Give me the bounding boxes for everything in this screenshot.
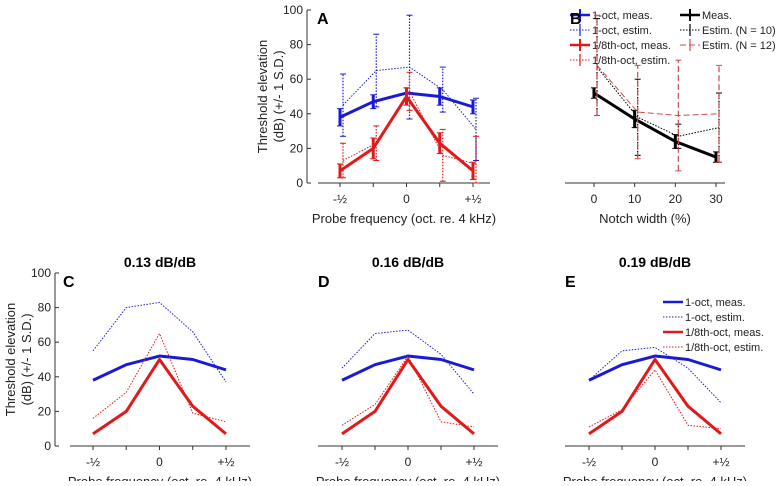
x-axis-label: Notch width (%) [599, 211, 691, 226]
series-3 [92, 333, 227, 423]
series-1 [588, 346, 722, 404]
y-tick-label: 20 [290, 141, 304, 155]
series-2 [92, 358, 227, 436]
series-line [588, 369, 722, 430]
series-line [92, 358, 227, 436]
y-tick-label: 60 [290, 72, 304, 86]
series-line [92, 354, 227, 382]
y-tick-label: 100 [283, 3, 303, 17]
series-3 [340, 71, 479, 184]
series-line [588, 354, 722, 382]
series-2 [588, 358, 722, 436]
x-tick-label: 10 [628, 192, 642, 206]
y-tick-label: 80 [38, 301, 52, 315]
legend-entry: Meas. [702, 10, 732, 22]
x-tick-label: -½ [335, 455, 349, 469]
x-tick-label: -½ [582, 455, 596, 469]
panel-title: 0.19 dB/dB [619, 254, 691, 270]
series-line [596, 66, 720, 137]
legend: 1-oct, meas. 1-oct, estim. 1/8th-oct, meas… [570, 9, 671, 67]
series-line [341, 329, 475, 395]
series-line [92, 301, 227, 383]
x-tick-label: 0 [405, 455, 412, 469]
panel-label: A [317, 11, 329, 28]
y-axis-label: Threshold elevation [3, 303, 18, 416]
panel-label: B [570, 11, 582, 28]
series-2 [594, 14, 722, 172]
x-tick-label: +½ [217, 455, 234, 469]
series-line [588, 358, 722, 436]
x-tick-label: 0 [156, 455, 163, 469]
y-axis-label: (dB) (+/- 1 S.D.) [271, 50, 286, 142]
x-tick-label: +½ [465, 455, 482, 469]
y-tick-label: 20 [38, 404, 52, 418]
panel-label: D [318, 274, 330, 291]
series-line [593, 91, 717, 159]
series-line [92, 333, 227, 423]
panel-C: -½ 0 +½ Probe frequency (oct. re. 4 kHz) 0 20… [3, 254, 252, 486]
legend-entry: 1/8th-oct, meas. [592, 40, 671, 52]
series-1 [341, 329, 475, 395]
x-tick-label: 30 [709, 192, 723, 206]
legend-entry: Estim. (N = 12) [702, 40, 776, 52]
legend-entry: 1/8th-oct, estim. [685, 342, 763, 354]
legend-entry: 1/8th-oct, estim. [592, 55, 670, 67]
series-0 [341, 354, 475, 382]
legend-entry: 1-oct, meas. [685, 297, 746, 309]
series-0 [591, 87, 719, 163]
y-tick-label: 40 [290, 107, 304, 121]
x-tick-label: +½ [712, 455, 729, 469]
y-tick-label: 80 [290, 38, 304, 52]
panel-D: -½ 0 +½ Probe frequency (oct. re. 4 kHz) D 0.… [316, 254, 500, 486]
panel-B: 0 10 20 30 Notch width (%) B Meas. Estim. (N = … [565, 9, 776, 226]
legend-entry: 1-oct, estim. [592, 25, 652, 37]
y-tick-label: 0 [44, 439, 51, 453]
x-tick-label: 0 [591, 192, 598, 206]
x-tick-label: +½ [464, 192, 481, 206]
x-tick-label: -½ [333, 192, 347, 206]
legend-entry: 1-oct, meas. [592, 10, 653, 22]
y-tick-label: 100 [31, 266, 51, 280]
series-1 [92, 301, 227, 383]
legend: 1-oct, meas. 1-oct, estim. 1/8th-oct, meas… [663, 297, 764, 354]
series-line [596, 65, 720, 117]
x-axis-label: Probe frequency (oct. re. 4 kHz) [312, 211, 496, 226]
y-tick-label: 40 [38, 370, 52, 384]
series-1 [340, 14, 479, 162]
x-axis-label: Probe frequency (oct. re. 4 kHz) [316, 474, 500, 481]
series-0 [588, 354, 722, 382]
x-axis-label: Probe frequency (oct. re. 4 kHz) [68, 474, 252, 481]
panel-E: -½ 0 +½ Probe frequency (oct. re. 4 kHz) E 0.… [563, 254, 764, 486]
y-axis-label: Threshold elevation [255, 40, 270, 153]
series-line [341, 354, 475, 382]
series-0 [92, 354, 227, 382]
panel-title: 0.16 dB/dB [372, 254, 444, 270]
legend-entry: Estim. (N = 10) [702, 25, 776, 37]
panel-title: 0.13 dB/dB [124, 254, 196, 270]
y-tick-label: 0 [296, 176, 303, 190]
y-axis-label: (dB) (+/- 1 S.D.) [19, 313, 34, 405]
legend-entry: 1-oct, estim. [685, 312, 745, 324]
series-2 [341, 358, 475, 436]
series-line [341, 358, 475, 436]
series-line [588, 346, 722, 404]
x-tick-label: -½ [86, 455, 100, 469]
legend-entry: 1/8th-oct, meas. [685, 327, 764, 339]
panel-label: E [565, 274, 576, 291]
x-tick-label: 20 [669, 192, 683, 206]
legend: Meas. Estim. (N = 10) Estim. (N = 12) [680, 9, 776, 52]
x-tick-label: 0 [652, 455, 659, 469]
panel-label: C [63, 274, 75, 291]
y-tick-label: 60 [38, 335, 52, 349]
series-3 [588, 369, 722, 430]
x-axis-label: Probe frequency (oct. re. 4 kHz) [563, 474, 747, 481]
panel-A: -½ 0 +½ Probe frequency (oct. re. 4 kHz) 0 20… [255, 3, 671, 226]
x-tick-label: 0 [403, 192, 410, 206]
